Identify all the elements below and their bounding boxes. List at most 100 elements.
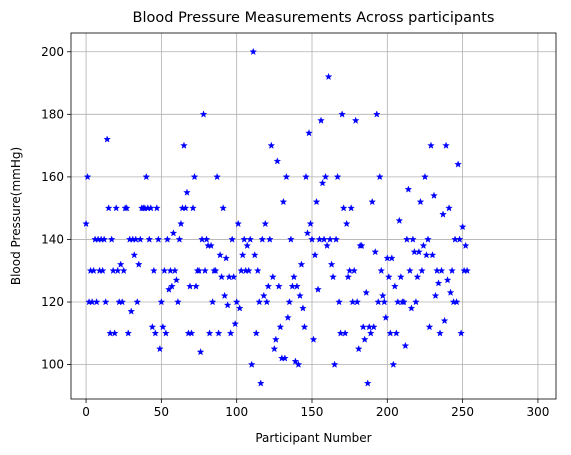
data-point	[220, 291, 229, 299]
data-point	[371, 247, 380, 256]
data-point	[333, 172, 342, 181]
data-point	[419, 241, 428, 249]
data-point	[168, 282, 176, 290]
data-point	[205, 329, 214, 337]
x-tick-label: 150	[301, 405, 324, 419]
data-point	[266, 235, 274, 243]
data-point	[142, 172, 151, 181]
data-point	[412, 298, 420, 306]
data-point	[154, 235, 163, 243]
data-point	[223, 301, 232, 309]
data-point	[226, 329, 235, 337]
data-point	[135, 260, 143, 268]
data-point	[342, 219, 351, 228]
data-point	[391, 282, 399, 290]
data-point	[163, 235, 172, 243]
data-point	[372, 110, 381, 118]
data-point	[207, 241, 215, 249]
data-point	[452, 298, 461, 306]
data-point	[368, 197, 377, 206]
data-point	[374, 298, 383, 306]
y-tick-label: 200	[41, 45, 64, 59]
data-point	[434, 279, 443, 287]
data-point	[174, 298, 182, 306]
data-point	[258, 235, 267, 243]
data-point	[130, 251, 139, 259]
data-point	[351, 116, 360, 124]
data-point	[397, 273, 405, 281]
data-point	[300, 323, 309, 331]
x-tick-label: 250	[451, 405, 474, 419]
data-point	[445, 204, 453, 212]
data-point	[457, 329, 465, 337]
data-point	[190, 172, 199, 181]
data-point	[321, 172, 330, 181]
data-point	[303, 229, 312, 237]
data-point	[186, 282, 194, 290]
data-point	[332, 235, 340, 243]
x-tick-label: 50	[154, 405, 169, 419]
data-point	[192, 282, 200, 290]
data-point	[430, 191, 438, 199]
data-point	[201, 266, 209, 274]
data-point	[100, 235, 108, 243]
data-point	[240, 235, 248, 243]
data-point	[119, 266, 128, 274]
data-point	[162, 329, 170, 337]
data-point	[363, 379, 372, 387]
data-point	[406, 266, 414, 274]
data-point	[122, 204, 131, 212]
data-point	[82, 219, 90, 228]
data-point	[263, 298, 271, 306]
data-point	[392, 329, 401, 337]
data-point	[276, 323, 285, 331]
data-point	[285, 298, 294, 306]
data-point	[437, 266, 446, 274]
data-point	[369, 323, 378, 331]
data-point	[270, 344, 279, 353]
data-point	[150, 266, 158, 274]
data-point	[217, 273, 226, 281]
data-point	[359, 323, 367, 331]
data-point	[284, 313, 292, 321]
data-point	[309, 335, 318, 343]
data-point	[255, 298, 264, 306]
data-point	[388, 254, 396, 262]
data-point	[107, 235, 116, 243]
data-point	[347, 204, 355, 212]
data-point	[375, 172, 384, 181]
data-point	[244, 266, 253, 274]
data-point	[249, 47, 258, 55]
data-point	[118, 298, 126, 306]
data-point	[463, 266, 471, 274]
data-point	[302, 172, 310, 181]
data-point	[323, 241, 331, 249]
data-point	[253, 266, 262, 274]
data-point	[318, 179, 327, 187]
data-point	[171, 266, 179, 274]
data-point	[229, 273, 238, 281]
data-point	[148, 323, 157, 331]
data-point	[247, 360, 256, 368]
data-point	[291, 357, 300, 365]
data-point	[208, 298, 217, 306]
data-point	[159, 323, 167, 331]
data-point	[272, 335, 280, 343]
data-point	[110, 329, 119, 337]
data-point	[181, 204, 190, 212]
data-point	[415, 247, 423, 256]
data-point	[305, 129, 313, 137]
data-point	[145, 235, 154, 243]
data-point	[213, 172, 221, 181]
data-point	[353, 298, 361, 306]
data-point	[357, 241, 366, 249]
x-tick-label: 0	[82, 405, 90, 419]
data-point	[454, 160, 462, 168]
data-point	[458, 222, 467, 231]
data-point	[317, 116, 325, 124]
data-point	[382, 313, 390, 321]
data-point	[425, 323, 434, 331]
data-point	[175, 235, 184, 243]
data-point	[306, 219, 315, 228]
y-axis-label: Blood Pressure(mmHg)	[9, 147, 23, 285]
